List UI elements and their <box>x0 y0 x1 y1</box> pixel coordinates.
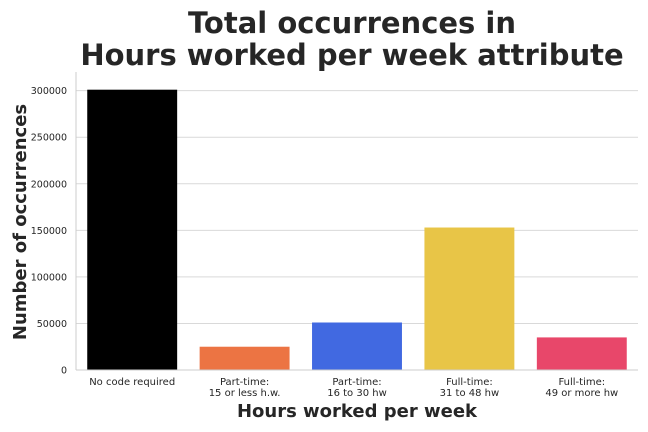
bar <box>424 227 515 370</box>
x-tick-label: Part-time: 15 or less h.w. <box>209 377 281 399</box>
x-tick-label: Part-time: 16 to 30 hw <box>327 377 387 399</box>
bar <box>536 337 627 370</box>
chart-title: Total occurrences in Hours worked per we… <box>80 6 623 72</box>
x-tick-label: Full-time: 49 or more hw <box>545 377 618 399</box>
bar <box>87 89 178 370</box>
x-tick-label: Full-time: 31 to 48 hw <box>440 377 500 399</box>
y-tick-label: 300000 <box>31 86 67 97</box>
y-tick-label: 150000 <box>31 226 67 237</box>
y-tick-label: 50000 <box>37 319 67 330</box>
chart-title-line-1: Total occurrences in <box>188 6 516 40</box>
chart-title-line-2: Hours worked per week attribute <box>80 38 623 72</box>
x-axis-label: Hours worked per week <box>237 401 478 422</box>
bar <box>199 346 290 370</box>
x-tick-label: No code required <box>89 377 175 388</box>
y-tick-labels: 0 50000 100000 150000 200000 250000 300000 <box>31 86 67 376</box>
y-axis-label: Number of occurrences <box>10 104 31 340</box>
y-tick-label: 100000 <box>31 272 67 283</box>
y-tick-label: 0 <box>61 366 67 377</box>
y-tick-label: 250000 <box>31 133 67 144</box>
bar <box>312 322 402 370</box>
y-tick-label: 200000 <box>31 179 67 190</box>
x-tick-labels: No code required Part-time: 15 or less h.w… <box>89 377 618 399</box>
bars <box>87 89 627 370</box>
